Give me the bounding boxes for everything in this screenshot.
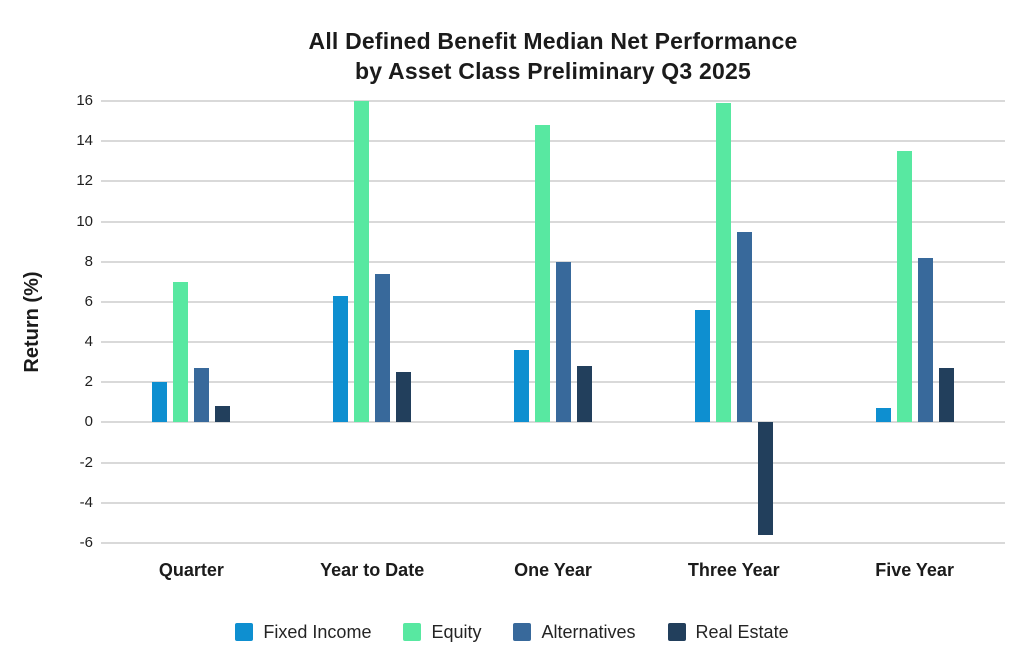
y-tick-label-14: 14 — [76, 132, 93, 150]
legend-label-equity: Equity — [431, 621, 482, 642]
gridline-y-16 — [101, 100, 1005, 102]
gridline-y-12 — [101, 180, 1005, 183]
x-tick-label-one-year: One Year — [514, 560, 592, 580]
y-tick-label-16: 16 — [76, 92, 93, 109]
bar-fixed-income-year-to-date — [333, 295, 349, 423]
bar-equity-one-year — [535, 125, 550, 423]
gridline-y--4 — [101, 501, 1005, 504]
x-tick-label-year-to-date: Year to Date — [320, 560, 425, 580]
gridline-y-14 — [101, 140, 1005, 143]
bar-real-estate-three-year — [757, 422, 773, 535]
gridline-y-10 — [101, 220, 1005, 223]
bar-alternatives-year-to-date — [375, 273, 391, 423]
legend-swatch-real-estate — [667, 623, 686, 641]
legend: Fixed Income Equity Alternatives Real Estat… — [0, 613, 1024, 651]
x-tick-label-three-year: Three Year — [687, 560, 780, 580]
bar-real-estate-five-year — [938, 368, 954, 423]
bar-equity-quarter — [173, 281, 189, 423]
y-tick-label-10: 10 — [76, 212, 93, 230]
chart-title-line-2: by Asset Class Preliminary Q3 2025 — [355, 58, 751, 84]
gridline-y-2 — [101, 381, 1005, 384]
bar-alternatives-one-year — [556, 261, 571, 423]
bar-fixed-income-five-year — [875, 408, 891, 423]
y-tick-label-8: 8 — [84, 252, 93, 270]
y-tick-label-2: 2 — [84, 373, 93, 391]
x-tick-label-five-year: Five Year — [875, 560, 954, 580]
legend-item-equity: Equity — [403, 622, 481, 643]
bar-equity-five-year — [896, 151, 912, 423]
legend-item-fixed-income: Fixed Income — [235, 622, 371, 643]
legend-swatch-equity — [403, 623, 422, 641]
gridline-y--2 — [101, 461, 1005, 464]
y-tick-label-12: 12 — [76, 172, 93, 190]
gridline-y-6 — [101, 300, 1005, 303]
bar-equity-three-year — [715, 103, 731, 423]
chart-title-line-1: All Defined Benefit Median Net Performan… — [308, 28, 798, 54]
chart-title: All Defined Benefit Median Net Performan… — [101, 26, 1005, 86]
bar-fixed-income-one-year — [514, 350, 529, 423]
y-tick-label--4: -4 — [79, 493, 93, 511]
bar-real-estate-quarter — [215, 406, 231, 423]
bar-alternatives-three-year — [736, 231, 752, 423]
legend-label-alternatives: Alternatives — [541, 621, 636, 642]
y-tick-label-4: 4 — [84, 333, 93, 351]
legend-swatch-fixed-income — [235, 623, 254, 641]
gridline-y--6 — [101, 542, 1005, 544]
legend-swatch-alternatives — [513, 623, 532, 641]
plot-area — [101, 100, 1005, 544]
bar-alternatives-quarter — [194, 368, 210, 423]
bar-fixed-income-quarter — [152, 382, 168, 423]
y-tick-label-0: 0 — [84, 413, 93, 431]
gridline-y-0 — [101, 421, 1005, 424]
legend-label-fixed-income: Fixed Income — [263, 621, 372, 642]
y-tick-label--6: -6 — [79, 534, 93, 551]
y-tick-label--2: -2 — [79, 453, 93, 471]
y-tick-label-6: 6 — [84, 292, 93, 310]
legend-label-real-estate: Real Estate — [695, 621, 789, 642]
bar-equity-year-to-date — [354, 101, 370, 423]
legend-item-alternatives: Alternatives — [513, 621, 636, 643]
bar-fixed-income-three-year — [694, 309, 710, 423]
x-tick-label-quarter: Quarter — [158, 560, 224, 580]
bar-alternatives-five-year — [917, 257, 933, 423]
bar-real-estate-year-to-date — [396, 372, 412, 423]
gridline-y-8 — [101, 260, 1005, 263]
gridline-y-4 — [101, 341, 1005, 344]
legend-item-real-estate: Real Estate — [667, 621, 789, 643]
bar-real-estate-one-year — [577, 366, 592, 423]
